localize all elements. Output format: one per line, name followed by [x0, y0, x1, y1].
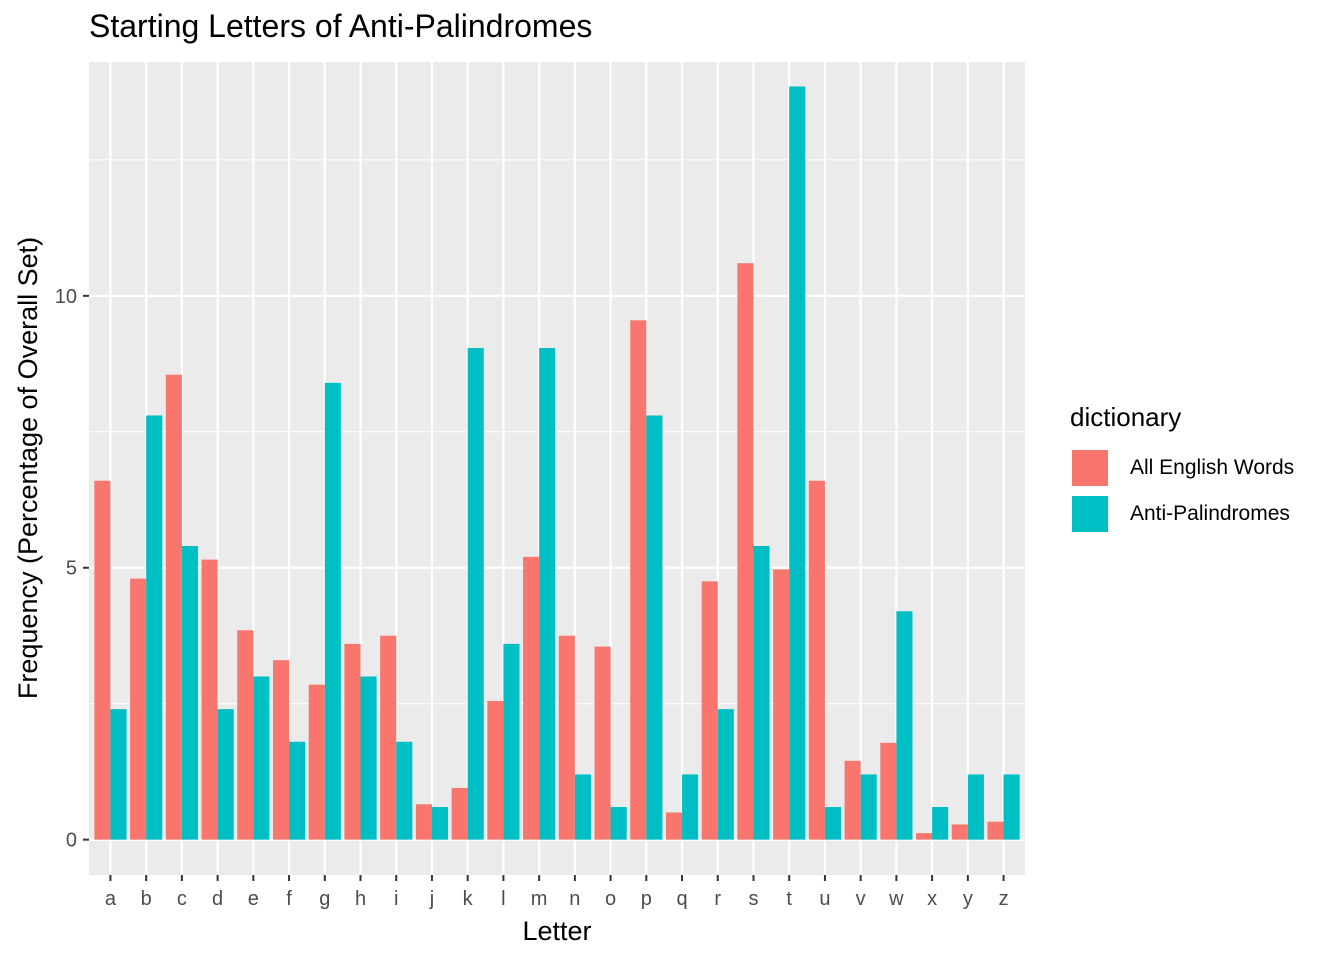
- x-tick-label: c: [177, 888, 187, 910]
- bar: [289, 742, 305, 840]
- bar: [166, 375, 182, 840]
- bar: [396, 742, 412, 840]
- bar: [825, 807, 841, 840]
- bar: [218, 709, 234, 840]
- bar: [468, 348, 484, 840]
- bar: [416, 804, 432, 839]
- x-tick-label: s: [748, 888, 758, 910]
- bar: [789, 86, 805, 839]
- bar: [130, 579, 146, 840]
- bar: [718, 709, 734, 840]
- x-axis-title: Letter: [522, 916, 591, 946]
- x-tick-label: e: [248, 888, 259, 910]
- x-tick-label: x: [927, 888, 937, 910]
- bar: [968, 774, 984, 839]
- x-tick-label: b: [141, 888, 152, 910]
- legend-label-all-english-words: All English Words: [1130, 456, 1294, 480]
- x-tick-label: g: [319, 888, 330, 910]
- bar: [503, 644, 519, 840]
- x-tick-label: a: [105, 888, 117, 910]
- x-tick-label: r: [714, 888, 721, 910]
- bar: [987, 822, 1003, 840]
- bar: [916, 833, 932, 840]
- x-tick-label: i: [394, 888, 398, 910]
- bar: [273, 660, 289, 839]
- bar: [237, 630, 253, 839]
- legend-title: dictionary: [1070, 402, 1294, 433]
- legend-key-anti-palindromes: [1070, 494, 1110, 534]
- bar: [1004, 774, 1020, 839]
- legend-item-anti-palindromes: Anti-Palindromes: [1070, 491, 1294, 537]
- bar: [94, 481, 110, 840]
- y-tick-label: 5: [66, 558, 77, 580]
- y-tick-label: 10: [55, 286, 77, 308]
- x-tick-label: n: [569, 888, 580, 910]
- x-tick-label: d: [212, 888, 223, 910]
- bar: [146, 415, 162, 839]
- bar: [523, 557, 539, 840]
- x-tick-label: l: [501, 888, 505, 910]
- x-tick-label: q: [676, 888, 687, 910]
- bar: [202, 560, 218, 840]
- y-tick-label: 0: [66, 830, 77, 852]
- x-tick-label: t: [786, 888, 792, 910]
- bar: [182, 546, 198, 840]
- bar: [595, 647, 611, 840]
- bar: [666, 812, 682, 839]
- bar: [253, 677, 269, 840]
- legend-item-all-english-words: All English Words: [1070, 445, 1294, 491]
- bar: [861, 774, 877, 839]
- bar: [309, 685, 325, 840]
- bar: [432, 807, 448, 840]
- bar: [809, 481, 825, 840]
- bar: [611, 807, 627, 840]
- x-tick-label: z: [999, 888, 1009, 910]
- bar: [539, 348, 555, 840]
- x-tick-label: m: [531, 888, 548, 910]
- x-tick-label: p: [641, 888, 652, 910]
- bar: [325, 383, 341, 840]
- bar: [880, 743, 896, 840]
- x-tick-label: j: [429, 888, 434, 910]
- bar: [110, 709, 126, 840]
- x-tick-label: u: [819, 888, 830, 910]
- bar: [952, 824, 968, 839]
- bar: [932, 807, 948, 840]
- bar: [737, 263, 753, 839]
- bar: [380, 636, 396, 840]
- bar: [559, 636, 575, 840]
- x-tick-label: f: [286, 888, 292, 910]
- bar: [682, 774, 698, 839]
- bar: [630, 320, 646, 839]
- legend-key-all-english-words: [1070, 448, 1110, 488]
- bar: [845, 761, 861, 840]
- x-tick-label: k: [463, 888, 474, 910]
- x-tick-label: v: [856, 888, 866, 910]
- y-axis: 0 5 10: [55, 286, 89, 852]
- x-tick-label: h: [355, 888, 366, 910]
- bar: [702, 581, 718, 839]
- legend: dictionary All English Words Anti-Palind…: [1070, 402, 1294, 537]
- bar: [361, 677, 377, 840]
- bar: [487, 701, 503, 840]
- legend-label-anti-palindromes: Anti-Palindromes: [1130, 502, 1290, 526]
- bar: [753, 546, 769, 840]
- y-axis-title: Frequency (Percentage of Overall Set): [13, 237, 43, 699]
- bar: [344, 644, 360, 840]
- x-tick-label: o: [605, 888, 616, 910]
- bar: [452, 788, 468, 840]
- bar: [773, 569, 789, 839]
- bar: [575, 774, 591, 839]
- bar: [646, 415, 662, 839]
- bar: [896, 611, 912, 839]
- x-tick-label: y: [963, 888, 973, 910]
- x-tick-label: w: [888, 888, 904, 910]
